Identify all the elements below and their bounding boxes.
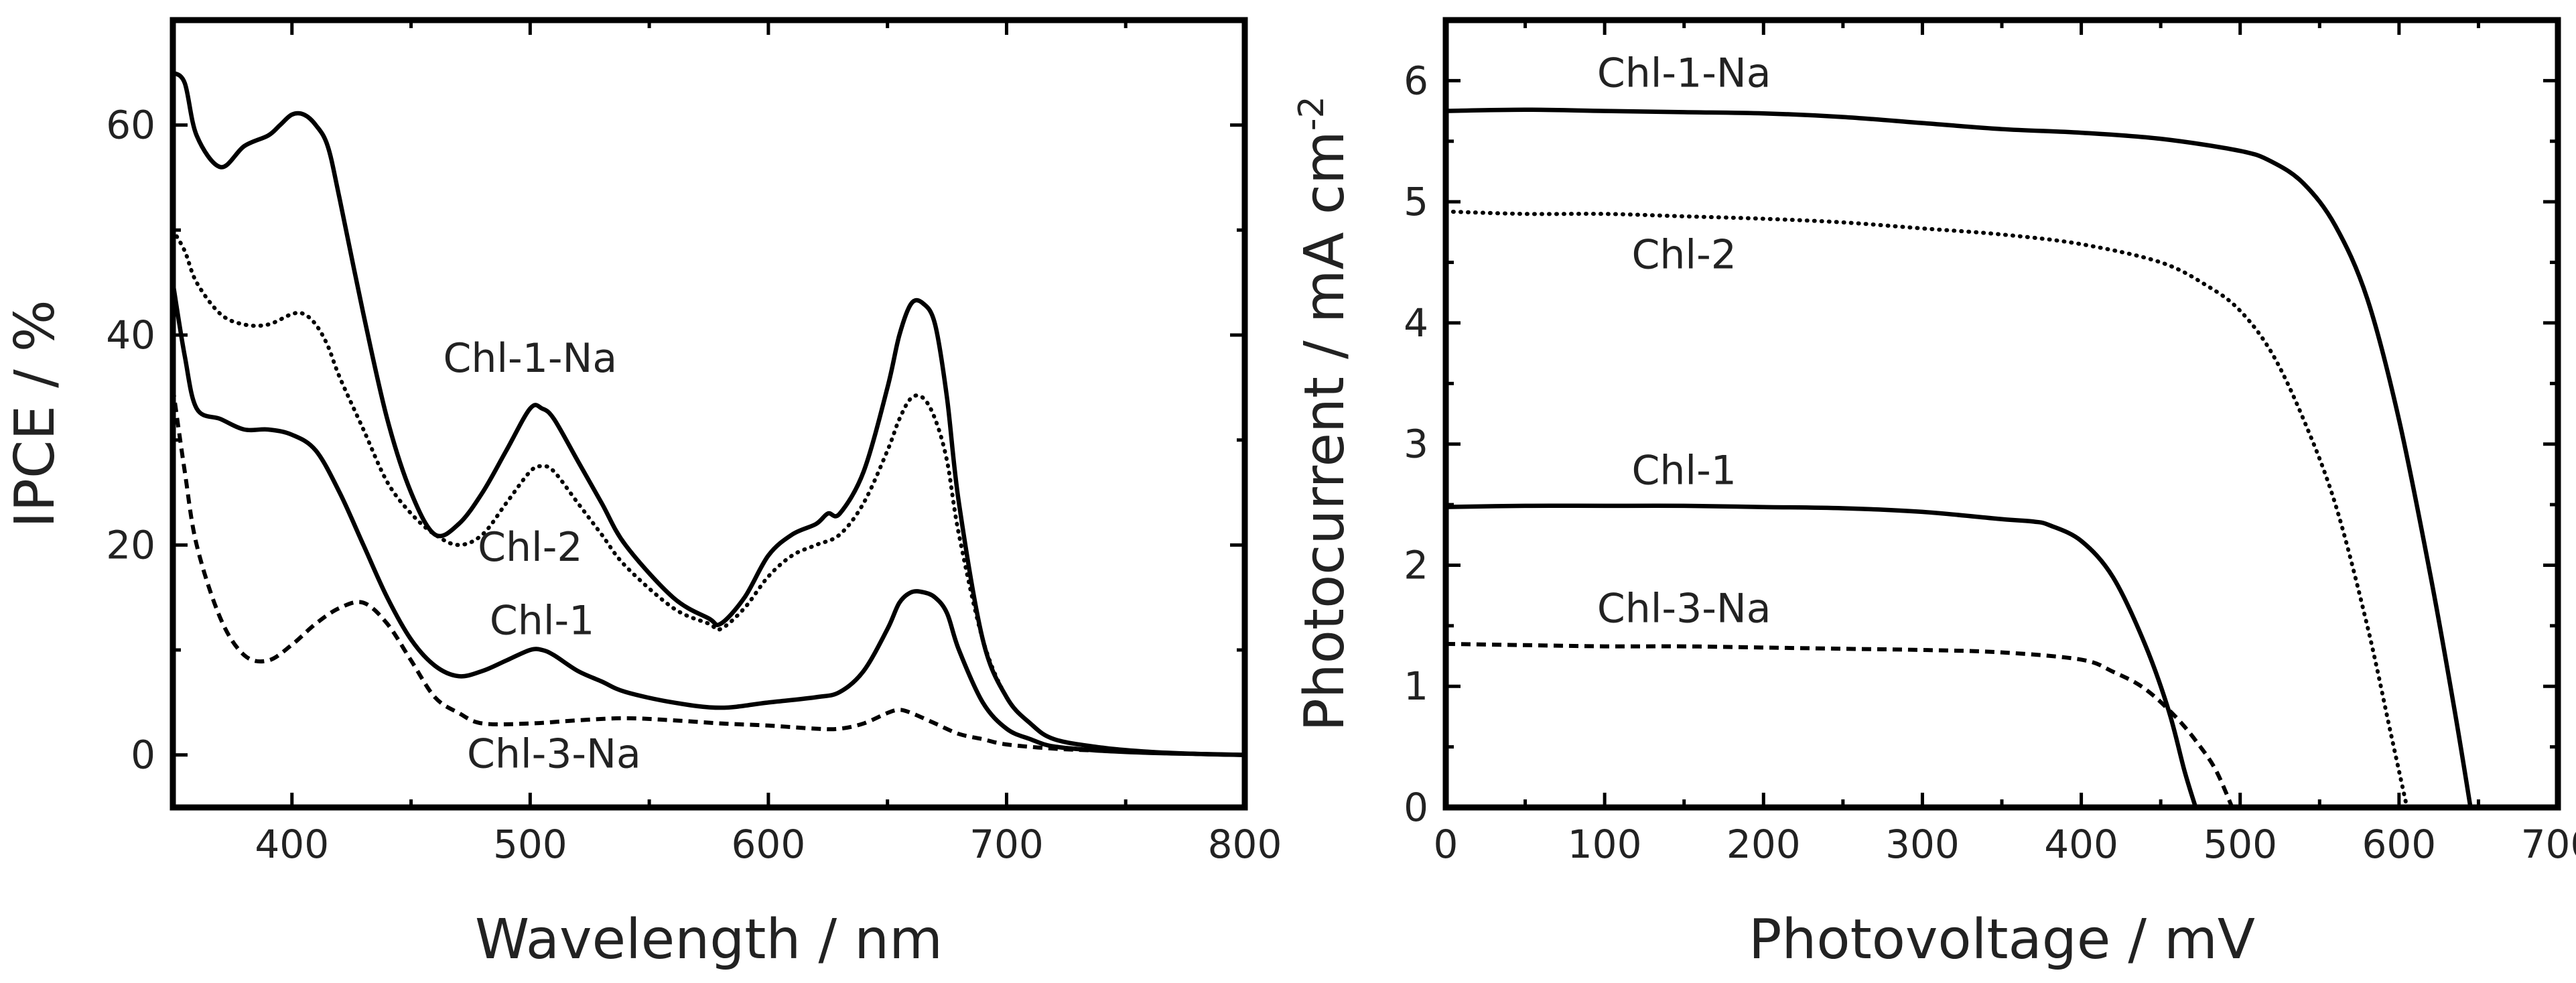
chart-0-plot-frame xyxy=(170,17,1248,811)
chart-1-x-tick-label: 200 xyxy=(1726,822,1801,867)
chart-1-series-label-chl-3-na: Chl-3-Na xyxy=(1597,585,1771,632)
chart-1-y-tick-label: 0 xyxy=(1404,785,1428,830)
chart-1-series-chl-3-na xyxy=(1446,641,2234,807)
chart-1-x-tick-label: 700 xyxy=(2521,822,2576,867)
chart-0-x-axis-title: Wavelength / nm xyxy=(475,908,943,972)
chart-0-series-label-chl-1: Chl-1 xyxy=(490,598,594,645)
chart-0-series-chl-1 xyxy=(173,280,1245,757)
chart-0-y-tick-label: 20 xyxy=(106,522,155,568)
chart-0-y-tick-label: 0 xyxy=(131,732,155,778)
chart-1-y-tick-label: 5 xyxy=(1404,179,1428,224)
chart-1-x-tick-label: 300 xyxy=(1885,822,1960,867)
photocurrent-chart: 0 100 200 300 400 500 600 700 0 1 2 3 4 5 6 Chl-1-Na Chl… xyxy=(1292,17,2576,972)
chart-1-series-label-chl-1-na: Chl-1-Na xyxy=(1597,50,1771,96)
chart-1-x-tick-label: 600 xyxy=(2362,822,2436,867)
chart-1-y-axis-title-superscript: -2 xyxy=(1292,96,1332,131)
ipce-chart: 400 500 600 700 800 0 20 40 60 Chl-1-Na Chl-2 Chl-1… xyxy=(3,17,1282,972)
chart-0-x-tick-label: 600 xyxy=(732,822,806,867)
chart-1-x-tick-label: 100 xyxy=(1568,822,1642,867)
chart-1-series-label-chl-1: Chl-1 xyxy=(1632,447,1737,494)
chart-1-y-tick-label: 4 xyxy=(1404,300,1428,346)
chart-0-series-label-chl-2: Chl-2 xyxy=(478,524,582,571)
chart-1-y-tick-label: 3 xyxy=(1404,421,1428,467)
chart-1-y-tick-label: 1 xyxy=(1404,663,1428,709)
chart-0-x-tick-label: 400 xyxy=(255,822,329,867)
chart-1-series-chl-2 xyxy=(1446,209,2409,807)
chart-1-x-tick-label: 500 xyxy=(2203,822,2277,867)
chart-1-y-axis-title: Photocurrent / mA cm-2 xyxy=(1292,96,1357,731)
chart-0-x-tick-label: 700 xyxy=(969,822,1044,867)
chart-1-plot-frame xyxy=(1442,17,2561,811)
chart-1-series-label-chl-2: Chl-2 xyxy=(1632,232,1737,279)
chart-0-series-chl-2 xyxy=(173,228,1245,757)
chart-0-x-tick-label: 800 xyxy=(1208,822,1282,867)
chart-0-y-tick-label: 60 xyxy=(106,103,155,148)
chart-0-series-label-chl-3-na: Chl-3-Na xyxy=(467,730,641,777)
chart-1-x-tick-label: 0 xyxy=(1434,822,1459,867)
chart-1-x-axis-title: Photovoltage / mV xyxy=(1749,908,2255,972)
chart-0-x-tick-label: 500 xyxy=(493,822,567,867)
chart-0-series-label-chl-1-na: Chl-1-Na xyxy=(443,335,617,382)
chart-1-series-chl-1 xyxy=(1446,503,2198,807)
chart-1-y-tick-label: 2 xyxy=(1404,542,1428,588)
chart-0-series-chl-1-na xyxy=(173,70,1245,757)
chart-0-y-tick-label: 40 xyxy=(106,312,155,358)
chart-1-series-chl-1-na xyxy=(1446,107,2473,807)
chart-0-y-axis-title: IPCE / % xyxy=(3,300,67,527)
chart-1-y-tick-label: 6 xyxy=(1404,58,1428,103)
chart-1-x-tick-label: 400 xyxy=(2044,822,2118,867)
chart-0-series-chl-3-na xyxy=(173,387,1245,757)
